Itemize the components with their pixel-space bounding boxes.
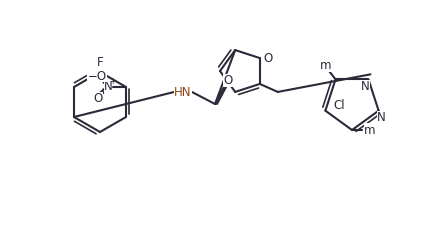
Text: N: N [377,111,386,124]
Text: Cl: Cl [334,99,345,112]
Text: N: N [361,80,370,93]
Text: +: + [109,78,115,86]
Text: −O: −O [88,69,106,82]
Text: O: O [224,75,233,87]
Text: HN: HN [174,85,192,99]
Text: m: m [320,59,331,72]
Text: O: O [263,52,272,64]
Text: F: F [97,57,103,69]
Text: m: m [364,124,376,137]
Text: O: O [94,92,103,105]
Text: N: N [104,81,112,94]
